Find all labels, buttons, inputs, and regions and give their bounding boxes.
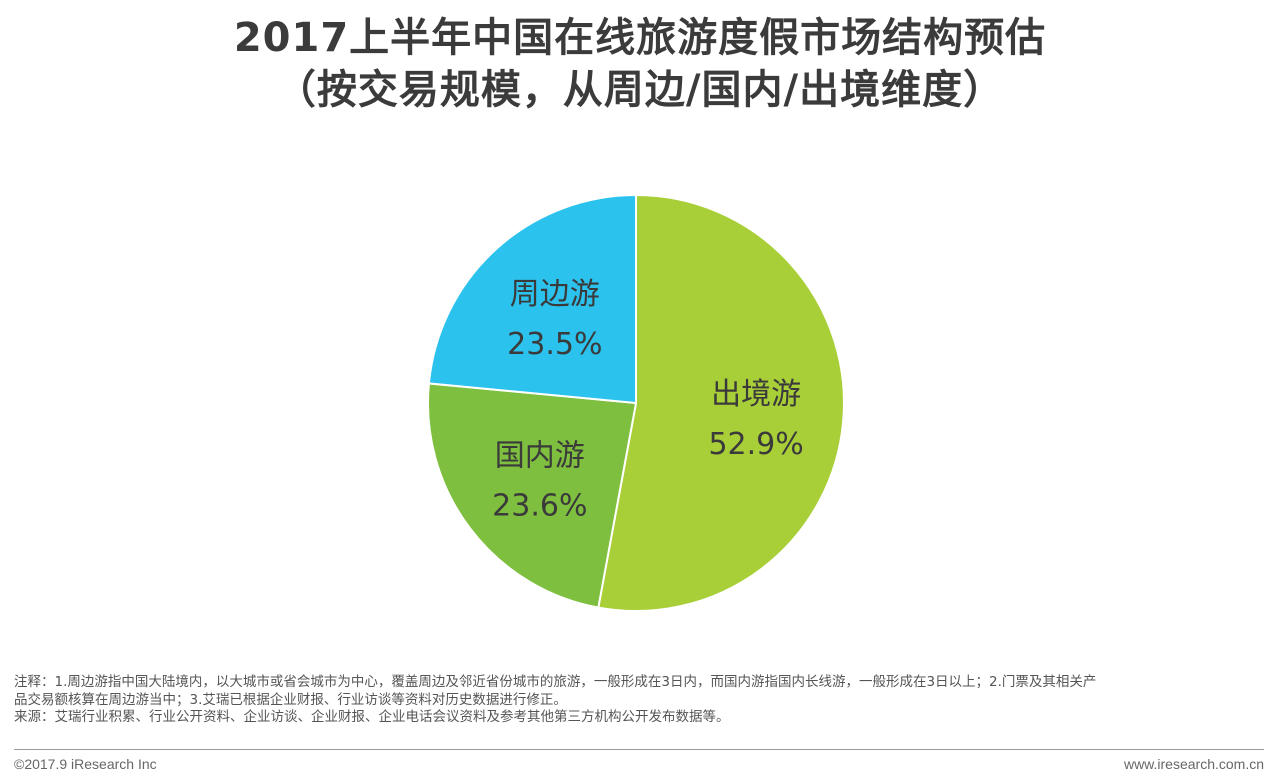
slice-value-domestic: 23.6% (492, 489, 587, 524)
pie-slice-nearby (427, 193, 637, 405)
source-line: 来源：艾瑞行业积累、行业公开资料、企业访谈、企业财报、企业电话会议资料及参考其他… (14, 709, 730, 725)
slice-label-domestic: 国内游 (495, 439, 585, 474)
slice-label-outbound: 出境游 (711, 377, 801, 412)
pie-slice-domestic (427, 382, 638, 609)
note-line-1: 注释：1.周边游指中国大陆境内，以大城市或省会城市为中心，覆盖周边及邻近省份城市… (14, 674, 1097, 690)
copyright-text: ©2017.9 iResearch Inc (14, 756, 157, 772)
note-line-2: 品交易额核算在周边游当中；3.艾瑞已根据企业财报、行业访谈等资料对历史数据进行修… (14, 691, 567, 708)
chart-title: 2017上半年中国在线旅游度假市场结构预估 （按交易规模，从周边/国内/出境维度… (0, 12, 1280, 116)
slice-value-nearby: 23.5% (507, 327, 602, 362)
chart-title-line1: 2017上半年中国在线旅游度假市场结构预估 (233, 15, 1047, 61)
website-link[interactable]: www.iresearch.com.cn (1123, 756, 1264, 772)
pie-slice-outbound (597, 193, 845, 612)
slice-value-outbound: 52.9% (708, 427, 803, 462)
notes-block: 注释：1.周边游指中国大陆境内，以大城市或省会城市为中心，覆盖周边及邻近省份城市… (14, 674, 1270, 727)
chart-title-line2: （按交易规模，从周边/国内/出境维度） (275, 67, 1005, 113)
slice-label-nearby: 周边游 (510, 277, 600, 312)
footer-divider (14, 749, 1264, 750)
